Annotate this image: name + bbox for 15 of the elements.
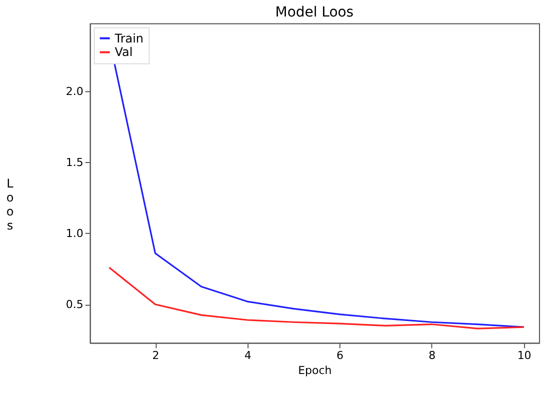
y-tick-label: 1.5 (66, 156, 84, 169)
y-tick-label: 2.0 (66, 84, 84, 98)
x-tick-label: 8 (428, 349, 436, 362)
chart-title: Model Loos (275, 4, 354, 20)
x-tick-label: 10 (517, 349, 532, 362)
legend-label: Val (114, 45, 133, 60)
y-tick-label: 1.0 (66, 226, 84, 240)
legend-label: Train (114, 31, 144, 46)
x-tick-label: 2 (152, 349, 160, 362)
y-tick-label: 0.5 (66, 298, 84, 311)
x-axis-title: Epoch (298, 364, 332, 378)
line-series (108, 266, 525, 330)
x-tick-label: 4 (244, 349, 252, 362)
y-axis-title: Loos (6, 176, 14, 232)
x-tick-label: 6 (336, 349, 344, 362)
